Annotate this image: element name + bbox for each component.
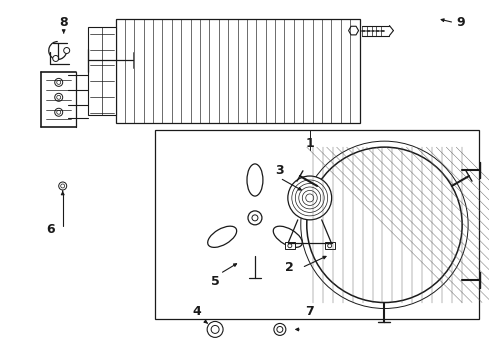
Text: 6: 6 — [47, 223, 55, 236]
Ellipse shape — [208, 226, 237, 247]
Circle shape — [211, 325, 219, 333]
Text: 9: 9 — [457, 16, 465, 29]
Circle shape — [55, 78, 63, 86]
Circle shape — [59, 182, 67, 190]
Bar — [88, 27, 116, 115]
Bar — [155, 130, 479, 319]
Circle shape — [288, 244, 292, 248]
Text: 8: 8 — [59, 16, 68, 29]
Ellipse shape — [273, 226, 302, 247]
Circle shape — [57, 110, 61, 114]
Text: 3: 3 — [275, 163, 284, 176]
Bar — [116, 19, 360, 123]
Text: 2: 2 — [286, 261, 294, 274]
Text: 1: 1 — [305, 137, 314, 150]
Bar — [285, 242, 295, 249]
Text: 7: 7 — [305, 305, 314, 318]
Polygon shape — [348, 26, 359, 35]
Circle shape — [288, 176, 332, 220]
Circle shape — [57, 95, 61, 99]
Circle shape — [55, 93, 63, 101]
Circle shape — [248, 211, 262, 225]
Circle shape — [64, 48, 70, 54]
Text: 5: 5 — [211, 275, 220, 288]
Circle shape — [57, 80, 61, 84]
Circle shape — [328, 244, 332, 248]
Text: 4: 4 — [193, 305, 201, 318]
Circle shape — [53, 55, 59, 62]
Bar — [325, 242, 335, 249]
Circle shape — [207, 321, 223, 337]
Circle shape — [274, 323, 286, 336]
Circle shape — [55, 108, 63, 116]
Circle shape — [252, 215, 258, 221]
Circle shape — [61, 184, 65, 188]
Circle shape — [277, 327, 283, 332]
Ellipse shape — [247, 164, 263, 196]
